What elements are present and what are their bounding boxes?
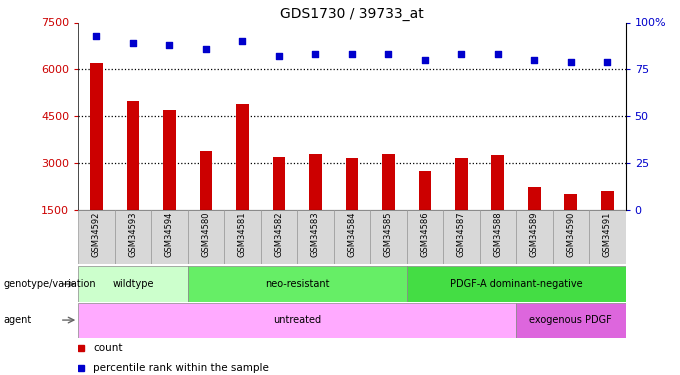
- Bar: [199, 151, 212, 210]
- Text: GSM34581: GSM34581: [238, 211, 247, 257]
- Text: GSM34585: GSM34585: [384, 211, 393, 257]
- Text: PDGF-A dominant-negative: PDGF-A dominant-negative: [449, 279, 583, 289]
- Bar: [78, 210, 115, 264]
- Bar: [260, 210, 297, 264]
- Bar: [564, 194, 577, 210]
- Point: [346, 51, 357, 57]
- Bar: [188, 210, 224, 264]
- Bar: [115, 210, 151, 264]
- Bar: [297, 210, 334, 264]
- Bar: [455, 158, 468, 210]
- Point: [529, 57, 540, 63]
- Text: exogenous PDGF: exogenous PDGF: [530, 315, 612, 325]
- Bar: [479, 210, 516, 264]
- Text: wildtype: wildtype: [112, 279, 154, 289]
- Bar: [90, 63, 103, 210]
- Point: [383, 51, 394, 57]
- Bar: [589, 210, 626, 264]
- Point: [164, 42, 175, 48]
- Bar: [236, 104, 249, 210]
- Text: GSM34591: GSM34591: [603, 211, 612, 257]
- Text: GSM34583: GSM34583: [311, 211, 320, 257]
- Bar: [370, 210, 407, 264]
- Text: GSM34584: GSM34584: [347, 211, 356, 257]
- Bar: [78, 303, 516, 338]
- Bar: [334, 210, 370, 264]
- Bar: [224, 210, 260, 264]
- Text: GSM34588: GSM34588: [494, 211, 503, 257]
- Title: GDS1730 / 39733_at: GDS1730 / 39733_at: [280, 8, 424, 21]
- Bar: [516, 210, 553, 264]
- Bar: [163, 110, 176, 210]
- Bar: [553, 210, 589, 264]
- Text: untreated: untreated: [273, 315, 321, 325]
- Bar: [345, 158, 358, 210]
- Text: GSM34589: GSM34589: [530, 211, 539, 257]
- Point: [273, 53, 284, 59]
- Text: agent: agent: [3, 315, 32, 325]
- Bar: [418, 171, 431, 210]
- Point: [420, 57, 430, 63]
- Bar: [443, 210, 479, 264]
- Text: GSM34592: GSM34592: [92, 211, 101, 257]
- Point: [201, 46, 211, 52]
- Bar: [407, 266, 626, 302]
- Text: GSM34593: GSM34593: [129, 211, 137, 257]
- Point: [602, 59, 613, 65]
- Bar: [382, 154, 395, 210]
- Bar: [492, 155, 505, 210]
- Text: GSM34590: GSM34590: [566, 211, 575, 257]
- Point: [237, 38, 248, 44]
- Bar: [601, 191, 614, 210]
- Bar: [309, 154, 322, 210]
- Text: percentile rank within the sample: percentile rank within the sample: [93, 363, 269, 373]
- Text: neo-resistant: neo-resistant: [265, 279, 329, 289]
- Bar: [78, 266, 188, 302]
- Point: [310, 51, 321, 57]
- Bar: [126, 100, 139, 210]
- Text: GSM34586: GSM34586: [420, 211, 429, 257]
- Point: [456, 51, 466, 57]
- Bar: [188, 266, 407, 302]
- Point: [91, 33, 102, 39]
- Text: count: count: [93, 343, 122, 353]
- Bar: [528, 187, 541, 210]
- Text: GSM34587: GSM34587: [457, 211, 466, 257]
- Bar: [407, 210, 443, 264]
- Text: GSM34580: GSM34580: [201, 211, 210, 257]
- Text: GSM34594: GSM34594: [165, 211, 174, 257]
- Text: genotype/variation: genotype/variation: [3, 279, 96, 289]
- Text: GSM34582: GSM34582: [275, 211, 284, 257]
- Bar: [273, 157, 286, 210]
- Point: [492, 51, 503, 57]
- Bar: [151, 210, 188, 264]
- Point: [565, 59, 576, 65]
- Bar: [516, 303, 626, 338]
- Point: [128, 40, 139, 46]
